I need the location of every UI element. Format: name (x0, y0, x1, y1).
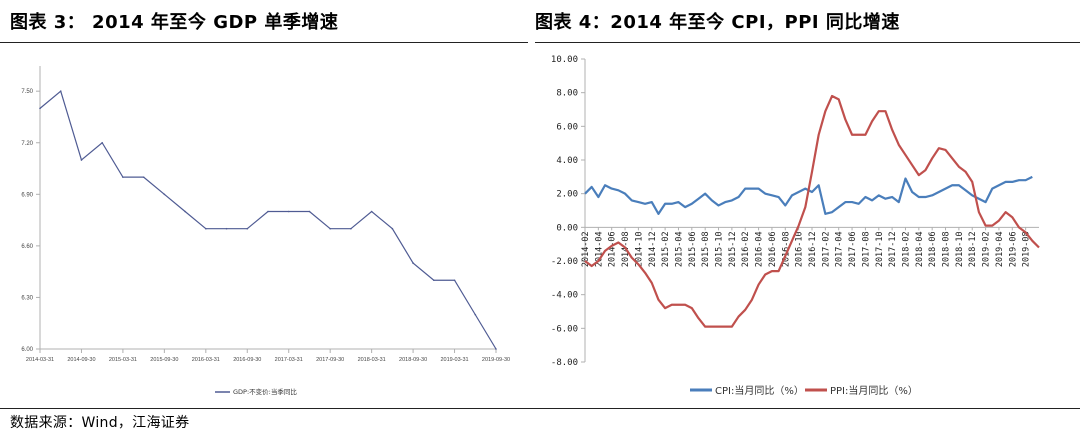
x-tick-label: 2017-06 (848, 231, 858, 267)
x-tick-label: 2019-09-30 (482, 357, 510, 363)
gdp-data-point (350, 227, 352, 230)
y-tick-label: 6.60 (21, 244, 33, 250)
gdp-data-point (80, 159, 83, 161)
x-tick-label: 2016-08 (781, 231, 791, 267)
x-tick-label: 2015-04 (674, 231, 684, 267)
x-tick-label: 2017-02 (821, 231, 831, 267)
gdp-data-point (225, 227, 228, 230)
y-tick-label: 10.00 (551, 55, 578, 65)
x-tick-label: 2017-09-30 (316, 357, 344, 363)
x-tick-label: 2015-10 (715, 231, 725, 267)
x-tick-label: 2015-02 (661, 231, 671, 267)
x-tick-label: 2015-12 (728, 231, 738, 267)
y-tick-label: 0.00 (556, 223, 578, 233)
gdp-data-point (122, 176, 124, 178)
x-tick-label: 2019-02 (982, 231, 992, 267)
gdp-data-point (59, 90, 62, 92)
x-tick-label: 2019-06 (1008, 231, 1018, 267)
x-tick-label: 2017-04 (835, 231, 845, 267)
gdp-data-point (329, 227, 331, 230)
x-tick-label: 2017-08 (861, 231, 871, 267)
x-tick-label: 2014-10 (634, 231, 644, 267)
x-tick-label: 2018-10 (955, 231, 965, 267)
gdp-data-point (184, 210, 186, 213)
x-tick-label: 2017-12 (888, 231, 898, 267)
x-tick-label: 2016-02 (741, 231, 751, 267)
y-tick-label: 6.00 (556, 122, 578, 132)
ppi-series-line (584, 94, 1040, 328)
x-tick-label: 2016-10 (795, 231, 805, 267)
gdp-chart: 7.50 7.20 6.90 6.60 6.30 6.00 2014-03-31 2014-0… (21, 66, 510, 396)
y-tick-label: 4.00 (556, 156, 578, 166)
x-tick-label: 2018-04 (915, 231, 925, 267)
y-tick-label: 6.00 (21, 347, 33, 353)
x-tick-label: 2018-03-31 (358, 357, 386, 363)
y-tick-label: 7.50 (21, 89, 33, 95)
x-tick-label: 2016-03-31 (192, 357, 220, 363)
right-chart-title: 图表 4：2014 年至今 CPI，PPI 同比增速 (535, 12, 900, 33)
gdp-data-point (495, 348, 497, 350)
gdp-data-point (142, 176, 145, 178)
x-tick-label: 2018-06 (928, 231, 938, 267)
gdp-data-point (433, 279, 435, 282)
y-tick-label: 8.00 (556, 89, 578, 99)
y-tick-label: -4.00 (551, 291, 578, 301)
gdp-data-point (474, 313, 477, 316)
x-tick-label: 2018-12 (968, 231, 978, 267)
y-tick-label: -8.00 (551, 358, 578, 368)
x-tick-label: 2017-03-31 (275, 357, 303, 363)
y-tick-label: -2.00 (551, 257, 578, 267)
gdp-data-point (370, 210, 373, 213)
gdp-series-line (39, 90, 497, 350)
gdp-data-point (163, 193, 166, 196)
x-tick-label: 2016-06 (768, 231, 778, 267)
x-tick-label: 2016-04 (755, 231, 765, 267)
cpi-legend-label: CPI:当月同比（%） (715, 384, 804, 397)
gdp-data-point (205, 227, 207, 230)
gdp-legend-label: GDP:不变价:当季同比 (233, 387, 297, 396)
x-tick-label: 2014-12 (648, 231, 658, 267)
x-tick-label: 2015-06 (688, 231, 698, 267)
x-tick-label: 2016-09-30 (233, 357, 261, 363)
x-tick-label: 2019-04 (995, 231, 1005, 267)
x-tick-label: 2015-09-30 (150, 357, 178, 363)
y-tick-label: 7.20 (21, 141, 33, 147)
gdp-data-point (267, 210, 269, 213)
data-source-note: 数据来源：Wind，江海证券 (10, 415, 190, 431)
x-tick-label: 2014-04 (594, 231, 604, 267)
right-title-rule (535, 42, 1080, 43)
y-tick-label: 6.90 (21, 192, 33, 198)
ppi-legend-label: PPI:当月同比（%） (830, 384, 918, 397)
gdp-data-point (287, 210, 290, 213)
x-tick-label: 2018-02 (901, 231, 911, 267)
y-tick-label: 6.30 (21, 295, 33, 301)
x-tick-label: 2019-08 (1022, 231, 1032, 267)
gdp-data-point (246, 227, 249, 230)
gdp-data-point (308, 210, 311, 213)
x-tick-label: 2018-08 (942, 231, 952, 267)
x-tick-label: 2017-10 (875, 231, 885, 267)
x-tick-label: 2019-03-31 (440, 357, 468, 363)
x-tick-label: 2018-09-30 (399, 357, 427, 363)
y-tick-label: 2.00 (556, 190, 578, 200)
gdp-data-point (101, 141, 103, 144)
left-chart-title: 图表 3： 2014 年至今 GDP 单季增速 (10, 12, 339, 33)
cpi-ppi-chart: 10.00 8.00 6.00 4.00 2.00 0.00 -2.00 -4.00 -6.00… (551, 55, 1040, 397)
left-title-rule (0, 42, 528, 43)
x-tick-label: 2015-03-31 (109, 357, 137, 363)
gdp-data-point (453, 279, 456, 282)
gdp-data-point (412, 262, 414, 264)
x-tick-label: 2014-02 (581, 231, 591, 267)
x-tick-label: 2015-08 (701, 231, 711, 267)
x-tick-label: 2014-09-30 (67, 357, 95, 363)
footer-rule (0, 408, 1080, 409)
x-tick-label: 2016-12 (808, 231, 818, 267)
y-tick-label: -6.00 (551, 324, 578, 334)
x-tick-label: 2014-06 (608, 231, 618, 267)
gdp-data-point (39, 107, 41, 110)
x-tick-label: 2014-03-31 (26, 357, 54, 363)
gdp-data-point (391, 227, 394, 230)
